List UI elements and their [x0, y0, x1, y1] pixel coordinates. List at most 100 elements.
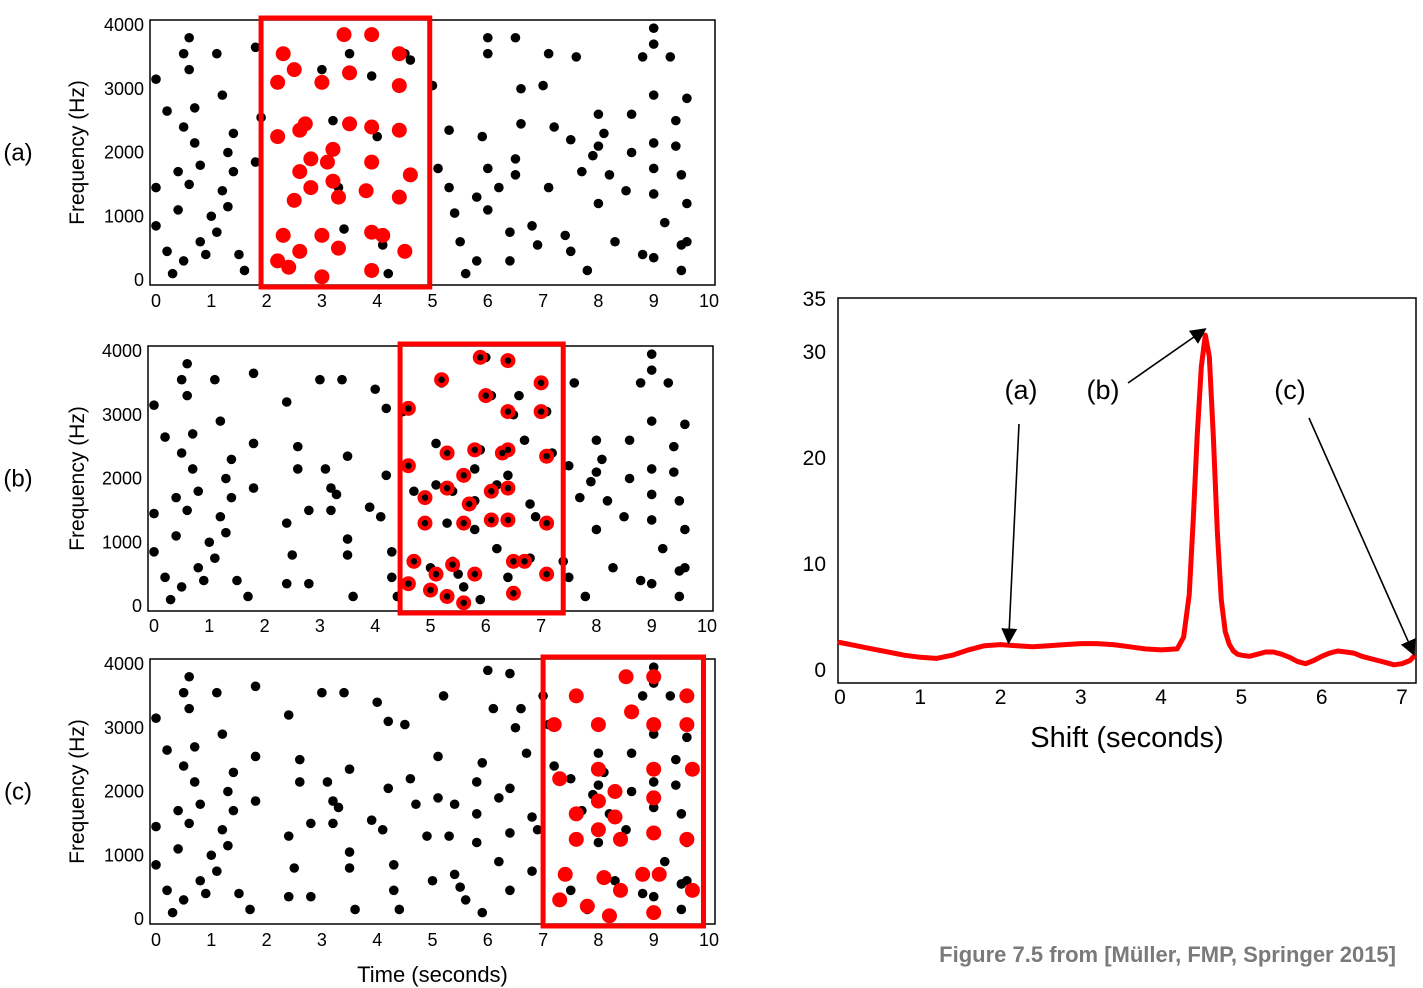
query-peak-point — [319, 154, 335, 170]
query-peak-point — [590, 793, 606, 809]
database-peak-point — [597, 454, 607, 465]
database-peak-point — [460, 895, 471, 905]
query-window-box — [258, 15, 433, 290]
query-peak-point — [303, 151, 319, 167]
matched-peak-core — [427, 586, 434, 594]
database-peak-point — [646, 365, 657, 375]
database-peak-point — [492, 543, 502, 554]
query-peak-point — [391, 189, 407, 205]
database-peak-point — [648, 90, 659, 100]
database-peak-point — [591, 524, 602, 535]
query-peak-point — [391, 78, 407, 94]
database-peak-point — [173, 205, 183, 215]
y-tick-label: 0 — [814, 659, 826, 682]
query-peak-point — [635, 866, 651, 882]
database-peak-point — [505, 783, 515, 794]
database-peak-point — [206, 850, 217, 861]
x-tick-label: 1 — [206, 291, 216, 311]
query-peak-point — [590, 717, 606, 733]
database-peak-point — [469, 464, 480, 474]
query-peak-point — [292, 164, 308, 180]
database-peak-point — [366, 71, 377, 81]
database-peak-point — [210, 374, 220, 385]
query-peak-point — [342, 65, 358, 81]
database-peak-point — [250, 681, 261, 692]
database-peak-point — [621, 185, 631, 196]
database-peak-point — [171, 492, 181, 503]
database-peak-point — [223, 786, 233, 797]
query-peak-point — [364, 27, 380, 43]
query-peak-point — [684, 761, 700, 777]
database-peak-point — [477, 131, 488, 142]
database-peak-point — [580, 591, 591, 602]
database-peak-point — [215, 416, 226, 426]
database-peak-point — [223, 840, 233, 851]
matched-peak-core — [504, 357, 512, 364]
database-peak-point — [671, 754, 681, 765]
annotation-arrow — [1308, 417, 1416, 656]
x-tick-label: 3 — [317, 930, 327, 950]
database-peak-point — [565, 134, 576, 145]
query-peak-point — [330, 240, 346, 256]
query-peak-point — [568, 688, 584, 704]
database-peak-point — [386, 572, 397, 583]
shift-plot-frame — [837, 297, 1417, 684]
x-tick-label: 3 — [1075, 686, 1087, 709]
database-peak-point — [176, 582, 187, 592]
database-peak-point — [306, 891, 316, 902]
database-peak-point — [676, 904, 687, 915]
database-peak-point — [232, 575, 242, 586]
database-peak-point — [189, 777, 200, 787]
database-peak-point — [626, 786, 637, 797]
database-peak-point — [184, 64, 194, 75]
matched-peak-core — [504, 408, 512, 415]
x-tick-label: 5 — [425, 616, 435, 636]
database-peak-point — [182, 505, 192, 516]
query-peak-point — [330, 189, 346, 205]
database-peak-point — [151, 860, 161, 870]
query-peak-point — [270, 129, 286, 145]
database-peak-point — [348, 591, 358, 602]
database-peak-point — [621, 824, 631, 835]
x-tick-label: 10 — [699, 291, 719, 311]
matched-peak-core — [443, 484, 451, 492]
database-peak-point — [494, 793, 504, 803]
x-tick-label: 3 — [317, 291, 327, 311]
x-axis-label: Shift (seconds) — [1030, 722, 1223, 754]
database-peak-point — [610, 875, 620, 886]
database-peak-point — [405, 55, 416, 65]
matched-peak-core — [410, 558, 418, 565]
query-peak-point — [364, 154, 380, 170]
database-peak-point — [162, 246, 172, 257]
database-peak-point — [659, 217, 670, 228]
query-peak-point — [679, 831, 695, 847]
database-peak-point — [591, 467, 602, 477]
database-peak-point — [543, 182, 554, 193]
matched-peak-core — [482, 392, 489, 399]
database-peak-point — [160, 432, 170, 442]
database-peak-point — [292, 464, 303, 474]
database-peak-point — [212, 227, 222, 237]
database-peak-point — [151, 821, 161, 832]
database-peak-point — [189, 742, 200, 752]
database-peak-point — [381, 470, 392, 481]
x-tick-label: 9 — [647, 616, 657, 636]
database-peak-point — [449, 869, 460, 880]
y-tick-label: 4000 — [104, 15, 144, 35]
database-peak-point — [217, 729, 228, 739]
x-tick-label: 7 — [536, 616, 546, 636]
y-tick-label: 3000 — [102, 405, 142, 425]
database-peak-point — [223, 147, 233, 158]
matched-peak-core — [504, 484, 512, 492]
query-peak-point — [624, 704, 640, 720]
database-peak-point — [637, 249, 648, 260]
database-peak-point — [283, 891, 294, 902]
database-peak-point — [680, 524, 690, 535]
database-peak-point — [471, 809, 482, 819]
database-peak-point — [626, 748, 637, 759]
y-tick-label: 0 — [134, 909, 144, 929]
query-peak-point — [590, 761, 606, 777]
x-tick-label: 10 — [699, 930, 719, 950]
database-peak-point — [483, 163, 493, 174]
database-peak-point — [250, 751, 261, 762]
